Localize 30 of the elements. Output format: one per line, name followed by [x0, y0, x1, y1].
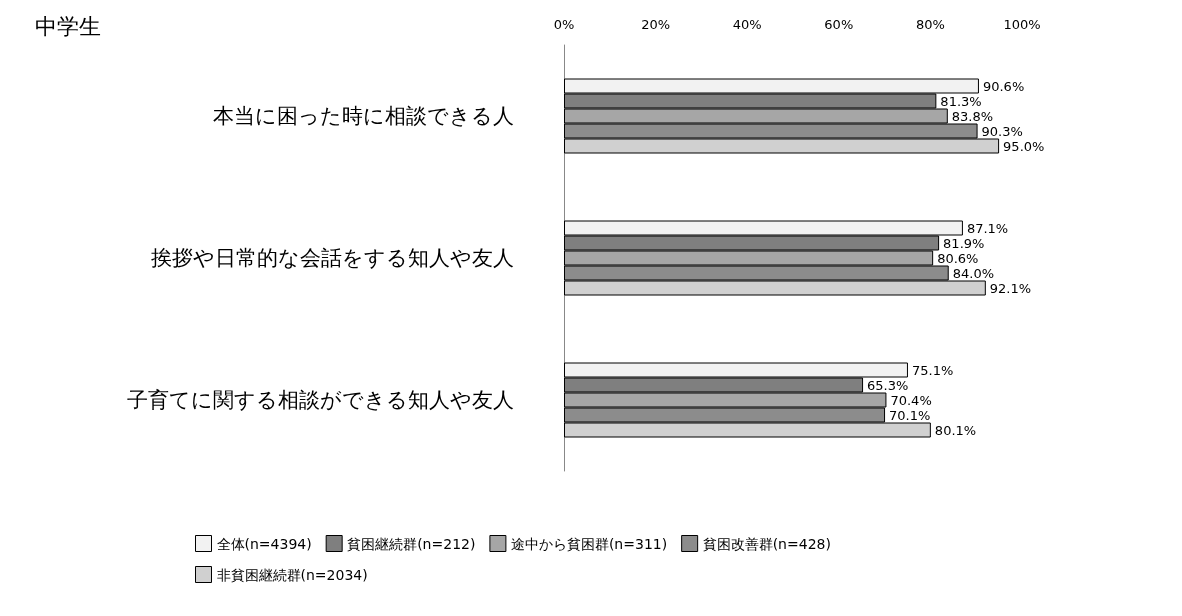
data-label: 75.1% [911, 362, 954, 378]
data-label: 65.3% [867, 377, 909, 393]
data-label: 81.9% [943, 235, 985, 251]
data-label: 95.0% [1003, 138, 1045, 154]
x-tick-label: 80% [915, 17, 945, 32]
x-tick-label: 60% [824, 17, 854, 32]
x-tick-label: 40% [732, 17, 762, 32]
legend-label: 貧困改善群(n=428) [702, 535, 831, 552]
data-label: 87.1% [966, 220, 1009, 236]
x-tick-label: 20% [641, 17, 671, 32]
x-tick-label: 100% [1003, 17, 1041, 32]
legend-label: 非貧困継続群(n=2034) [216, 566, 368, 583]
data-label: 70.1% [889, 407, 931, 423]
data-label: 90.3% [981, 123, 1023, 139]
y-tick-label: 挨拶や日常的な会話をする知人や友人 [151, 246, 514, 270]
legend-label: 貧困継続群(n=212) [347, 535, 476, 552]
y-tick-label: 子育てに関する相談ができる知人や友人 [127, 388, 514, 412]
text: 中学生 [35, 13, 101, 39]
legend-label: 全体(n=4394) [216, 535, 312, 552]
data-label: 80.1% [934, 422, 977, 438]
data-label: 84.0% [952, 265, 995, 281]
y-tick-label: 本当に困った時に相談できる人 [213, 104, 514, 128]
data-label: 81.3% [940, 93, 982, 109]
data-label: 92.1% [989, 280, 1032, 296]
data-label: 90.6% [982, 78, 1025, 94]
data-label: 70.4% [890, 392, 932, 408]
data-label: 83.8% [951, 108, 994, 124]
legend-label: 途中から貧困群(n=311) [510, 535, 668, 552]
data-label: 80.6% [937, 250, 979, 266]
x-tick-label: 0% [553, 17, 575, 32]
